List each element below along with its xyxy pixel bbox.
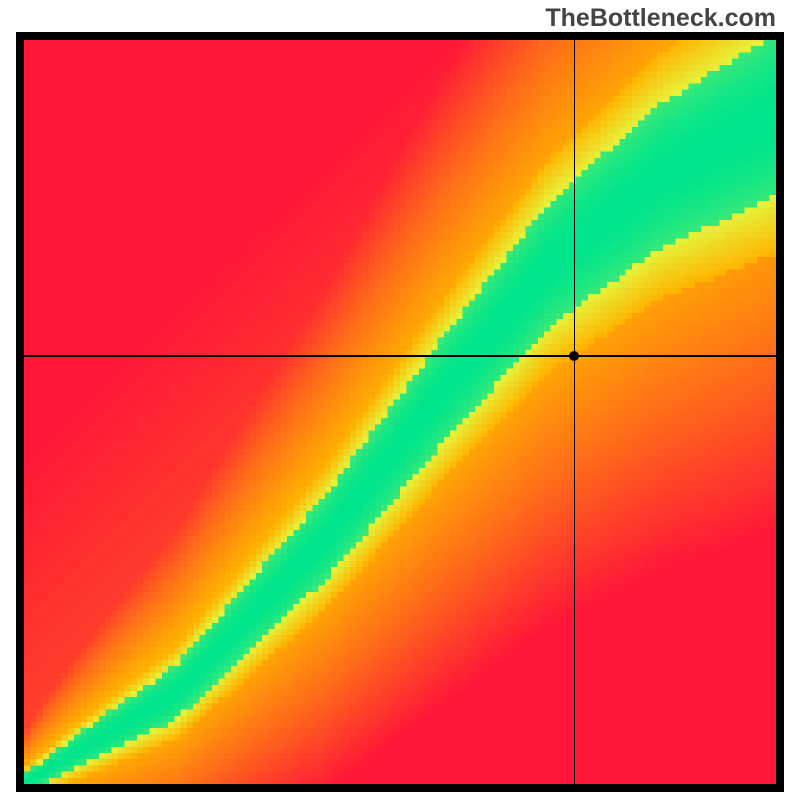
crosshair-horizontal	[24, 355, 776, 357]
crosshair-vertical	[574, 40, 576, 784]
watermark-text: TheBottleneck.com	[545, 4, 776, 33]
heatmap-canvas	[24, 40, 776, 784]
